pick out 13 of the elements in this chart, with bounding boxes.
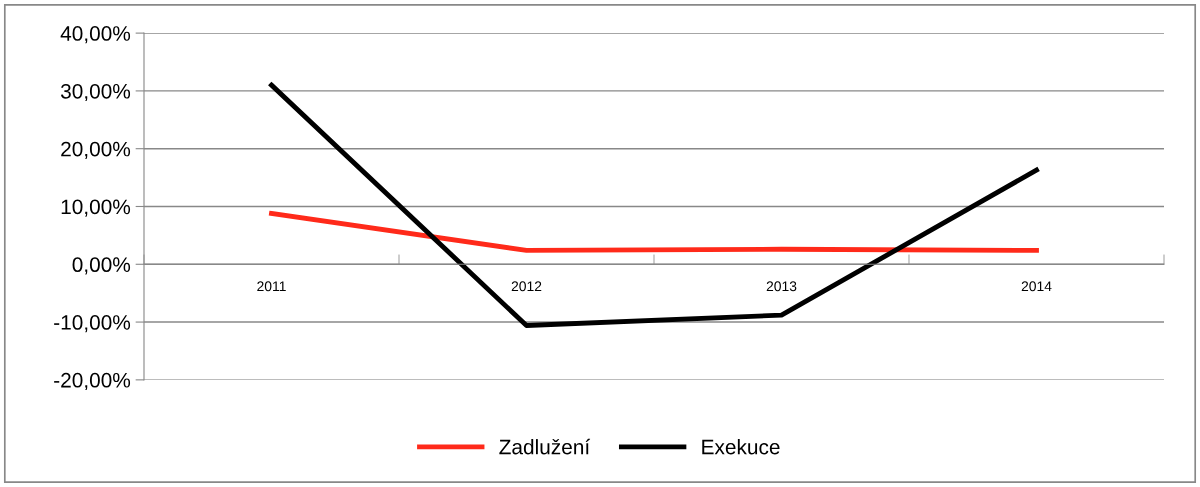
legend-label: Exekuce [702,439,780,455]
x-tick-label: 2011 [257,281,286,292]
legend-label: Zadlužení [499,438,591,455]
y-tick-label: 20,00% [61,141,131,159]
x-tick-label: 2012 [511,281,542,292]
y-tick-label: 40,00% [60,26,131,44]
y-tick-label: -20,00% [54,372,131,391]
x-tick-label: 2014 [1021,281,1052,292]
y-tick-label: 0,00% [72,257,131,275]
y-tick-label: -10,00% [54,315,131,333]
y-tick-label: 30,00% [60,83,131,102]
x-tick-label: 2013 [766,281,797,292]
y-tick-label: 10,00% [61,199,131,217]
